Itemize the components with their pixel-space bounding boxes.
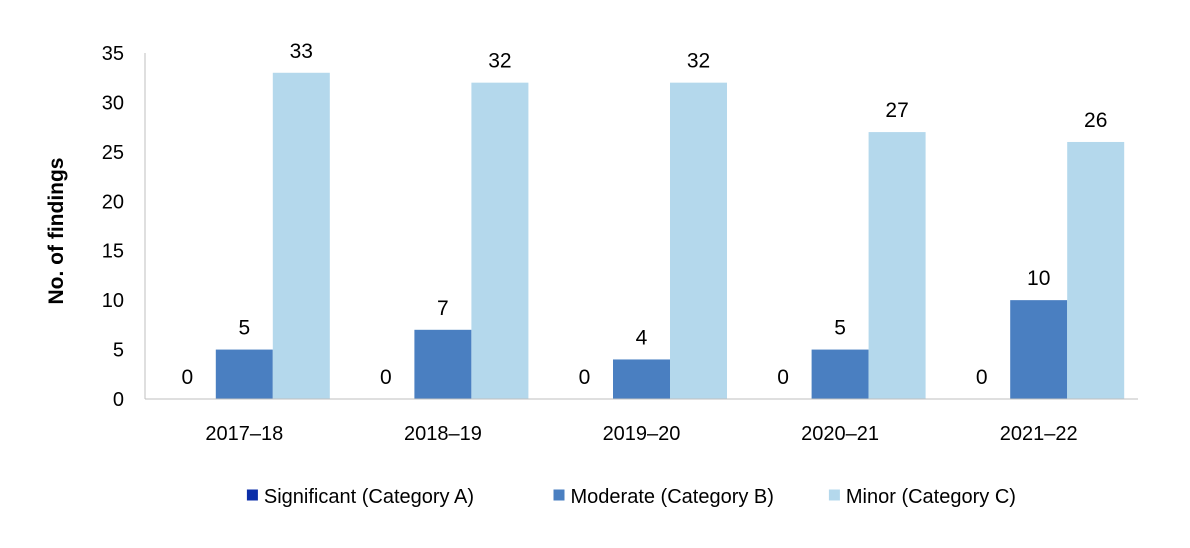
data-label: 10	[1027, 267, 1050, 290]
bar	[215, 349, 273, 399]
x-tick-label: 2020–21	[801, 423, 879, 445]
bar	[670, 82, 727, 400]
data-label: 0	[380, 366, 392, 389]
bar	[1010, 300, 1068, 399]
y-axis-title: No. of findings	[45, 158, 68, 305]
legend-swatch	[553, 489, 565, 501]
data-label: 7	[437, 297, 449, 320]
legend-label: Moderate (Category B)	[571, 486, 774, 508]
data-labels-group: 0 5 33 0 7 32 0 4 32 0 5 27 0 10 26	[181, 40, 1107, 389]
bar	[414, 329, 472, 399]
data-label: 33	[290, 40, 313, 63]
y-tick-label: 0	[113, 389, 124, 411]
data-label: 0	[181, 366, 193, 389]
legend: Significant (Category A) Moderate (Catego…	[246, 486, 1016, 508]
data-label: 32	[488, 50, 511, 73]
y-tick-label: 10	[102, 290, 124, 312]
bars-group	[215, 72, 1125, 400]
y-tick-label: 35	[102, 43, 124, 65]
data-label: 27	[885, 99, 908, 122]
y-tick-label: 15	[102, 241, 124, 263]
bar	[868, 132, 926, 400]
bar	[811, 349, 869, 399]
x-tick-label: 2018–19	[404, 423, 482, 445]
data-label: 32	[687, 50, 710, 73]
legend-swatch	[828, 489, 840, 501]
legend-label: Minor (Category C)	[846, 486, 1016, 508]
x-tick-label: 2017–18	[205, 423, 283, 445]
bar	[1067, 141, 1125, 399]
bar	[613, 359, 670, 399]
data-label: 5	[834, 317, 846, 340]
y-tick-label: 30	[102, 92, 124, 114]
data-label: 0	[579, 366, 591, 389]
y-tick-label: 25	[102, 142, 124, 164]
bar	[272, 72, 330, 400]
bar	[471, 82, 529, 400]
legend-swatch	[246, 489, 258, 501]
legend-label: Significant (Category A)	[264, 486, 474, 508]
data-label: 26	[1084, 109, 1107, 132]
x-tick-label: 2021–22	[1000, 423, 1078, 445]
data-label: 0	[976, 366, 988, 389]
data-label: 5	[238, 317, 250, 340]
data-label: 4	[636, 326, 648, 349]
y-tick-label: 5	[113, 340, 124, 362]
y-axis-ticks: 0 5 10 15 20 25 30 35	[102, 43, 124, 411]
y-tick-label: 20	[102, 191, 124, 213]
x-axis-tick-labels: 2017–18 2018–19 2019–20 2020–21 2021–22	[205, 423, 1077, 445]
data-label: 0	[777, 366, 789, 389]
x-tick-label: 2019–20	[603, 423, 681, 445]
